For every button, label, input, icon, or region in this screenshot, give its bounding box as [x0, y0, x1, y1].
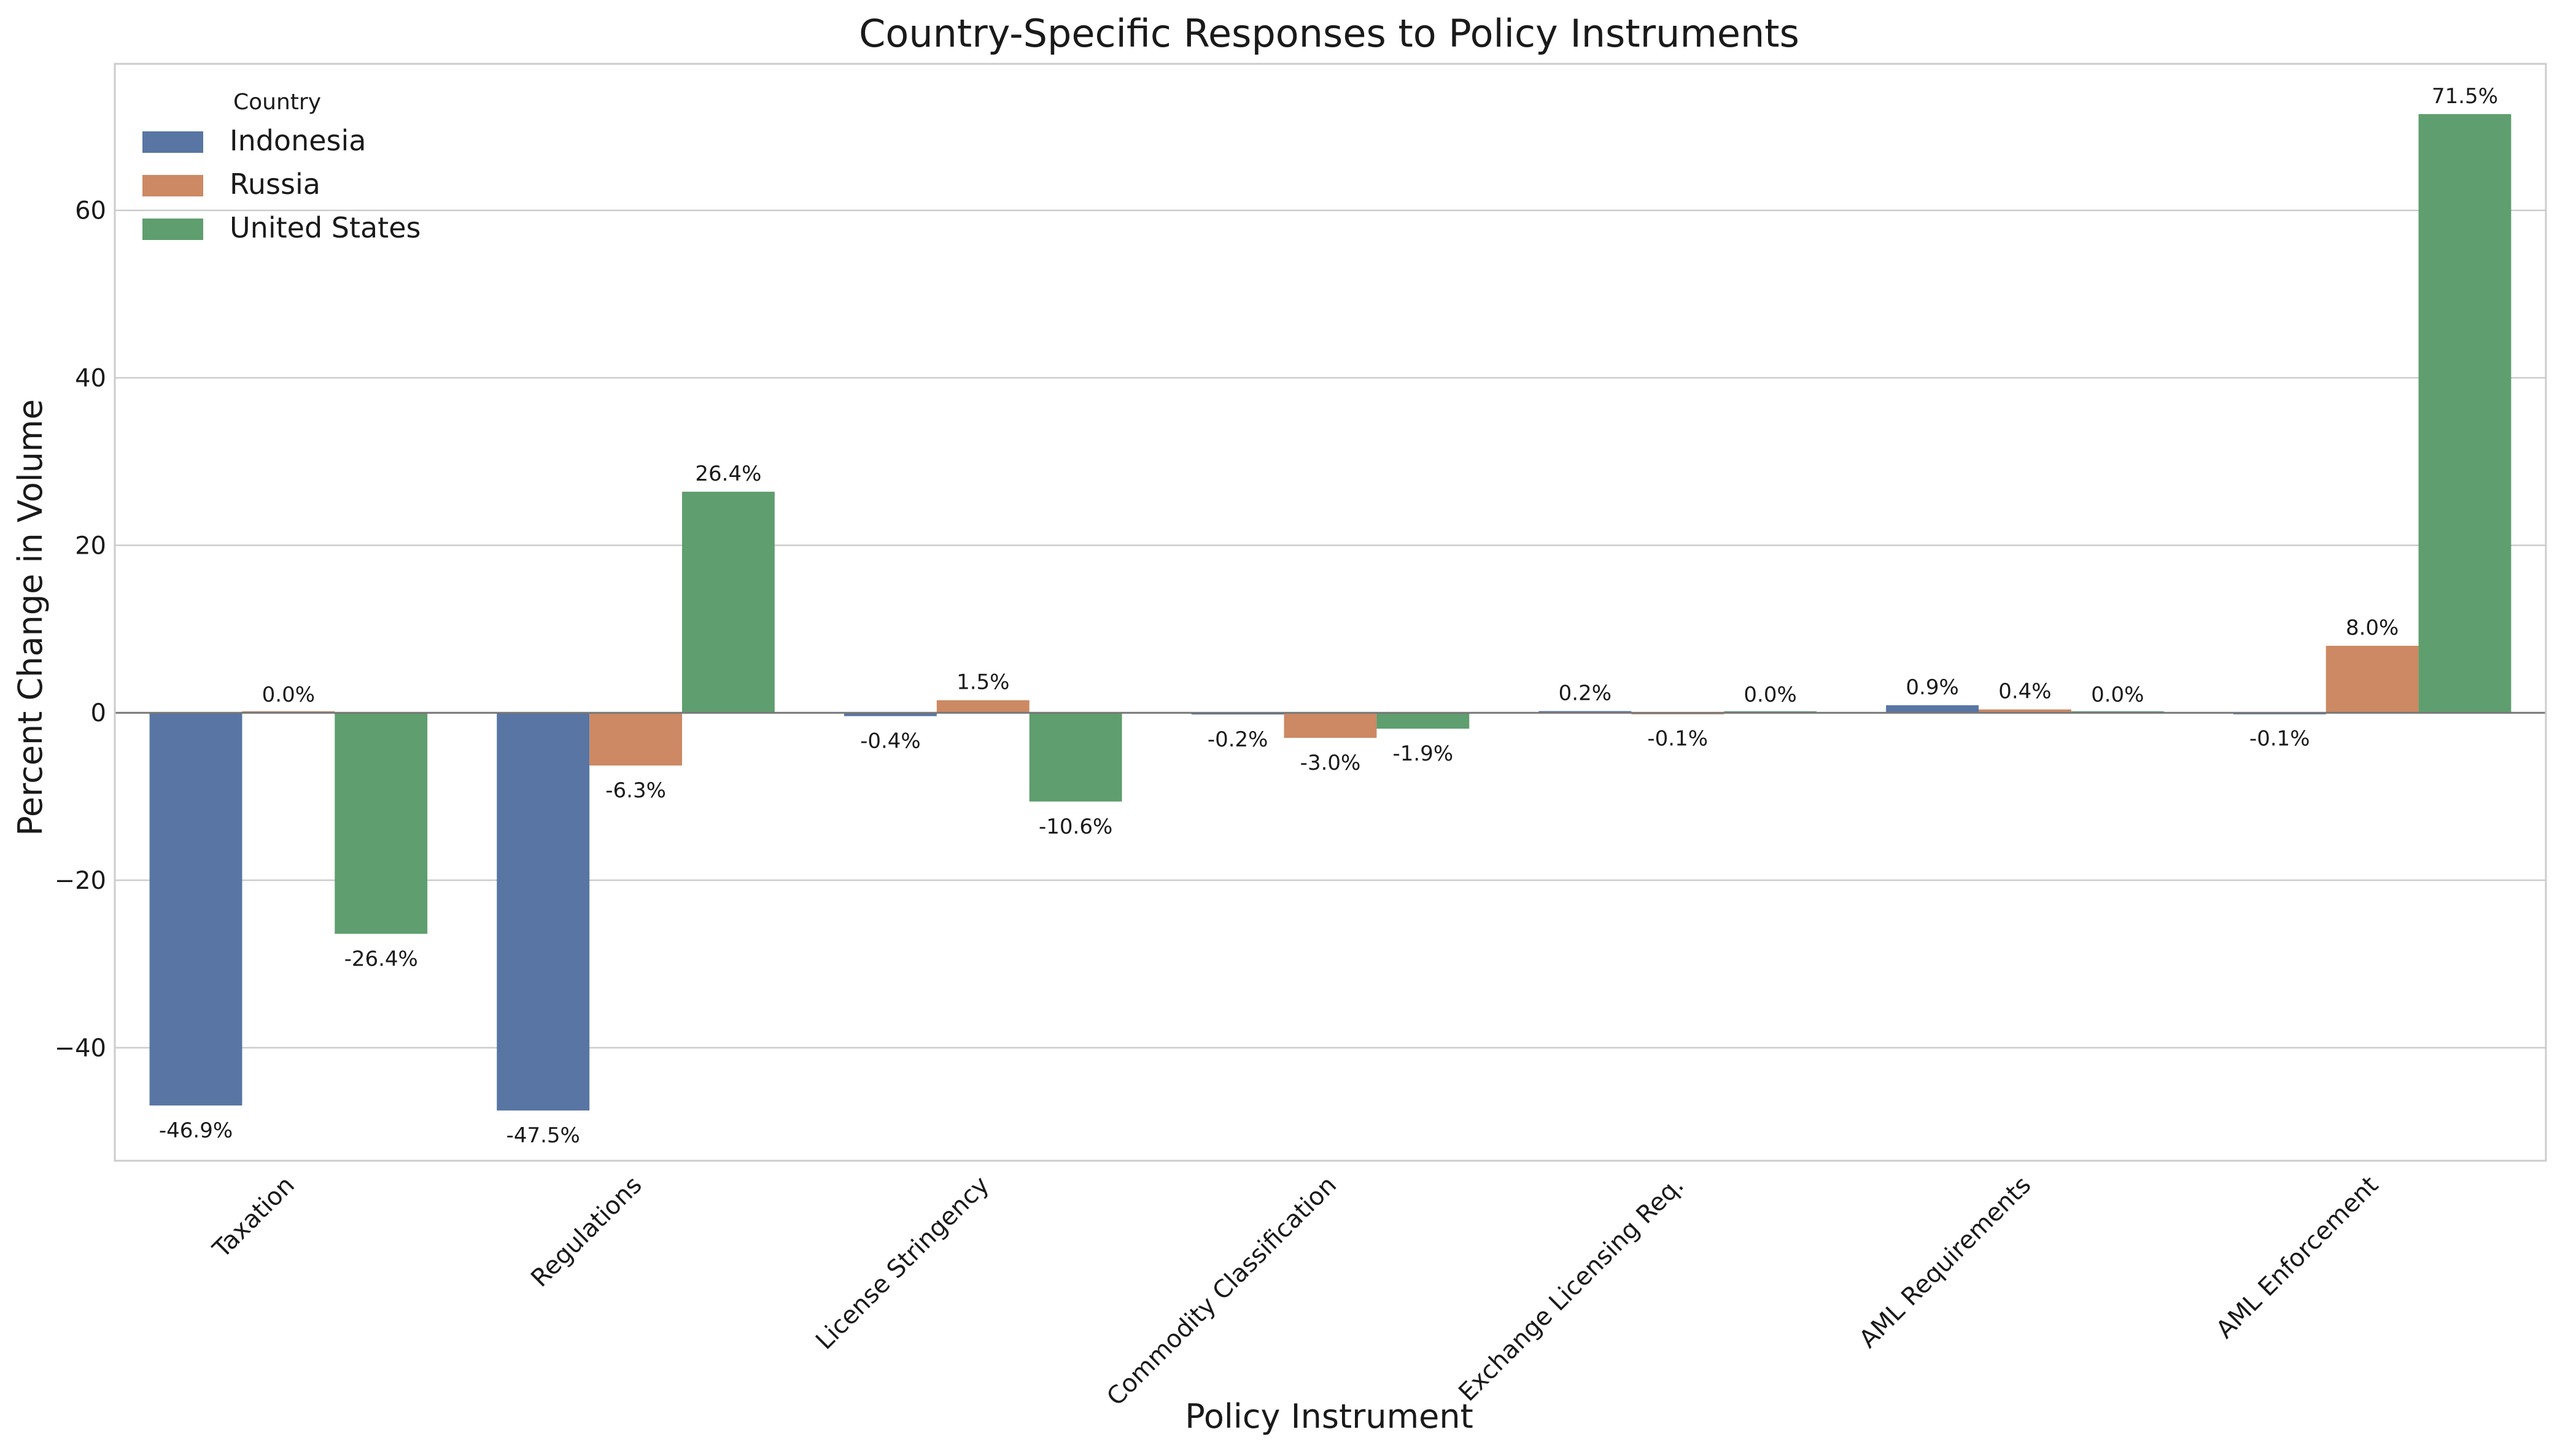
bar-united-states	[1376, 713, 1470, 729]
legend-swatch	[142, 219, 203, 240]
bar-russia	[1979, 709, 2071, 713]
data-label: -0.1%	[2249, 727, 2310, 751]
bar-united-states	[1029, 713, 1122, 802]
data-label: -26.4%	[344, 947, 418, 971]
legend-title: Country	[233, 90, 321, 115]
bar-russia	[2325, 646, 2419, 713]
bar-indonesia	[844, 713, 937, 716]
data-label: 0.2%	[1559, 681, 1612, 705]
y-tick-label: −20	[55, 867, 106, 895]
x-axis-label: Policy Instrument	[1185, 1397, 1473, 1436]
legend-entry: United States	[230, 211, 421, 244]
data-label: 26.4%	[695, 462, 761, 486]
data-label: 0.4%	[1998, 680, 2051, 704]
legend-entry: Russia	[230, 168, 320, 201]
data-label: 0.0%	[1744, 683, 1796, 707]
data-label: -6.3%	[605, 778, 666, 803]
bar-indonesia	[149, 713, 242, 1106]
data-label: -0.1%	[1647, 727, 1708, 751]
data-label: 8.0%	[2346, 616, 2399, 640]
data-label: 0.0%	[2091, 683, 2144, 707]
data-label: -3.0%	[1300, 751, 1361, 775]
bar-united-states	[335, 713, 428, 934]
bar-united-states	[2418, 114, 2512, 713]
y-tick-label: 60	[75, 197, 106, 225]
y-tick-label: 0	[91, 699, 106, 727]
plot-frame	[114, 63, 2547, 1162]
y-axis-label: Percent Change in Volume	[11, 399, 50, 836]
data-label: -0.4%	[860, 729, 921, 754]
data-label: 1.5%	[956, 670, 1009, 695]
data-label: -10.6%	[1039, 815, 1112, 839]
data-label: -47.5%	[506, 1123, 580, 1148]
y-tick-label: 20	[75, 532, 106, 560]
bar-russia	[589, 713, 682, 766]
bar-indonesia	[1886, 705, 1979, 713]
bar-russia	[1284, 713, 1377, 738]
legend-swatch	[142, 175, 203, 196]
data-label: 0.0%	[262, 683, 315, 707]
data-label: -1.9%	[1393, 742, 1454, 766]
data-label: 71.5%	[2432, 84, 2498, 109]
y-tick-label: 40	[75, 365, 106, 393]
bar-russia	[936, 700, 1030, 713]
data-label: -46.9%	[159, 1118, 233, 1143]
chart-title: Country-Specific Responses to Policy Ins…	[859, 11, 1799, 56]
data-label: -0.2%	[1208, 727, 1268, 752]
bar-indonesia	[497, 713, 590, 1111]
legend-entry: Indonesia	[230, 124, 366, 157]
bar-united-states	[682, 492, 775, 713]
legend-swatch	[142, 131, 203, 153]
y-tick-label: −40	[55, 1034, 106, 1063]
data-label: 0.9%	[1906, 675, 1958, 700]
